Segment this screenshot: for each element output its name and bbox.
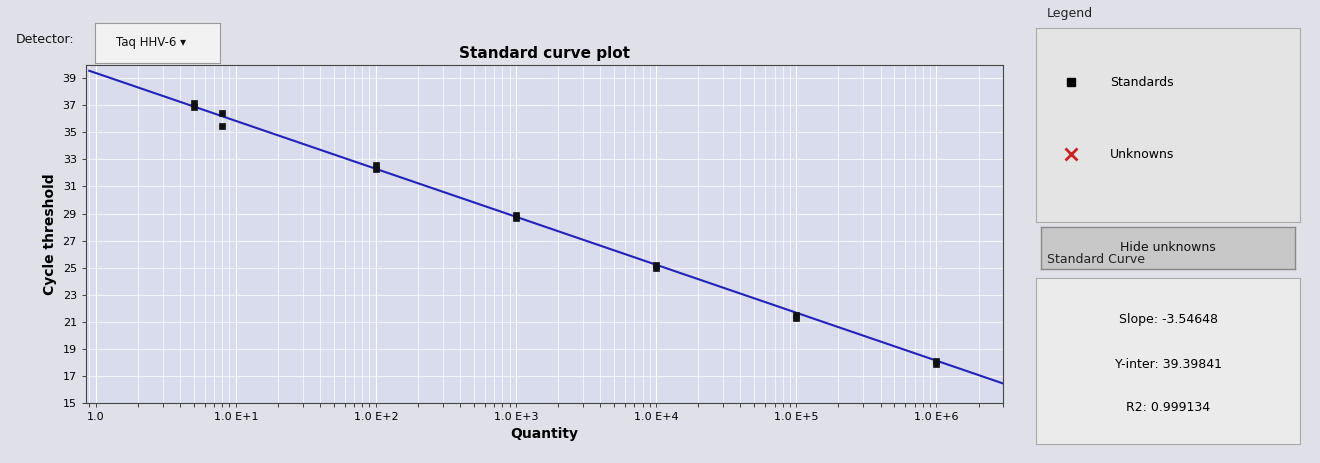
- Text: Unknowns: Unknowns: [1110, 148, 1175, 161]
- Text: Standard Curve: Standard Curve: [1047, 253, 1144, 266]
- Text: Standards: Standards: [1110, 76, 1173, 89]
- Text: Taq HHV-6 ▾: Taq HHV-6 ▾: [116, 36, 186, 50]
- Text: Y-inter: 39.39841: Y-inter: 39.39841: [1114, 358, 1222, 371]
- Text: Hide unknowns: Hide unknowns: [1121, 241, 1216, 254]
- Title: Standard curve plot: Standard curve plot: [459, 46, 630, 61]
- Text: Slope: -3.54648: Slope: -3.54648: [1119, 313, 1217, 326]
- Text: Legend: Legend: [1047, 7, 1093, 20]
- Y-axis label: Cycle threshold: Cycle threshold: [44, 173, 57, 294]
- Text: R2: 0.999134: R2: 0.999134: [1126, 401, 1210, 414]
- Text: Detector:: Detector:: [16, 33, 74, 46]
- X-axis label: Quantity: Quantity: [511, 427, 578, 441]
